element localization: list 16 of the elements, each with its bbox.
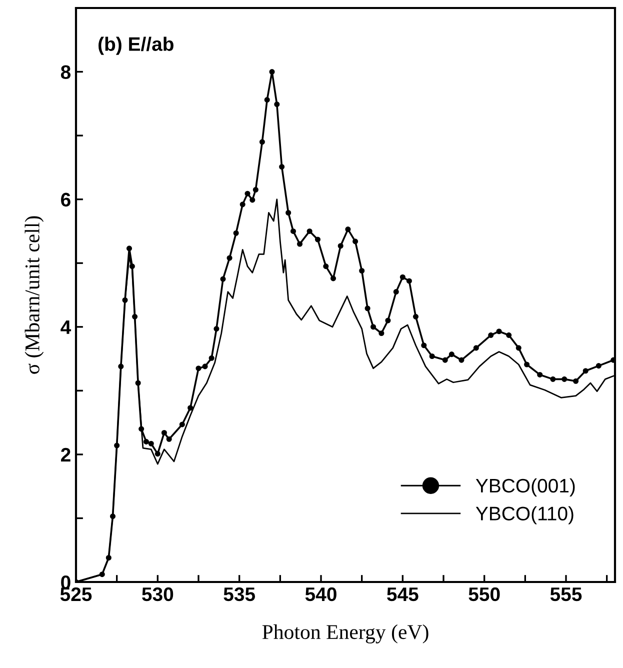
- x-tick-label: 525: [60, 587, 92, 602]
- y-tick-label: 2: [61, 448, 70, 462]
- legend-label: YBCO(001): [476, 478, 575, 496]
- y-axis-title: σ (Mbarn/unit cell): [24, 216, 44, 374]
- x-tick-label: 540: [305, 587, 336, 602]
- y-tick-label: 8: [60, 65, 71, 80]
- x-tick-label: 535: [224, 587, 256, 602]
- x-axis-title: Photon Energy (eV): [262, 624, 428, 644]
- annotation: (b) E//ab: [98, 36, 174, 55]
- x-tick-label: 530: [142, 587, 174, 602]
- y-tick-label: 6: [61, 192, 70, 207]
- x-tick-label: 545: [387, 588, 418, 602]
- x-tick-label: 555: [550, 588, 582, 602]
- y-tick-label: 4: [60, 320, 72, 334]
- x-tick-label: 550: [468, 587, 500, 602]
- legend-label: YBCO(110): [476, 506, 574, 524]
